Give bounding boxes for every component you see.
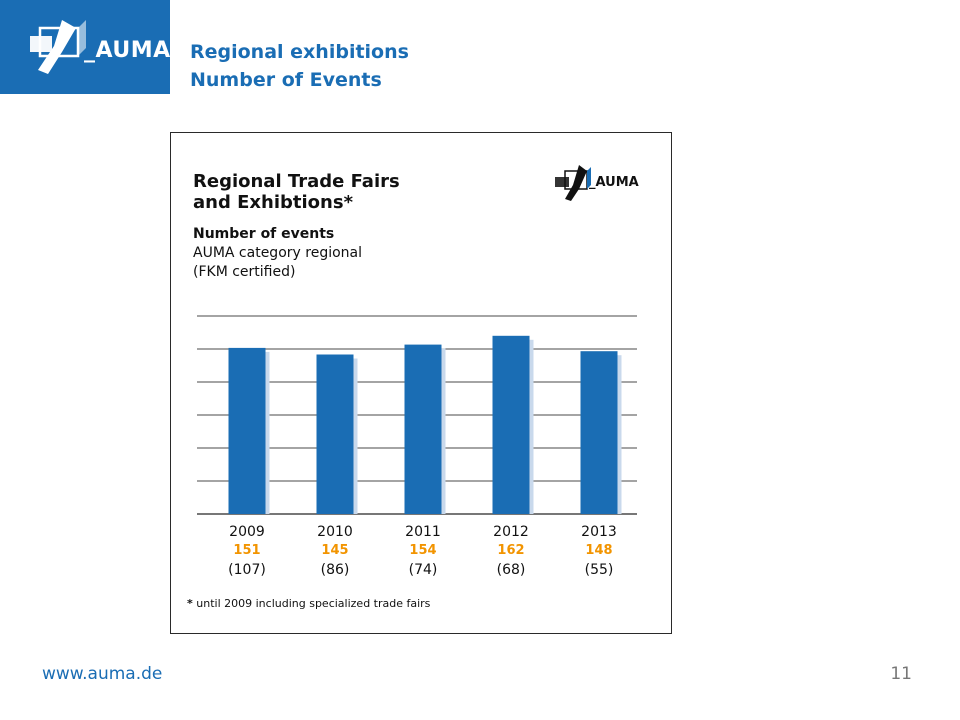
value-label: 162 — [497, 543, 524, 558]
secondary-label: (86) — [321, 562, 350, 578]
slide-title: Regional exhibitions Number of Events — [190, 38, 409, 94]
chart-subtitle-bold: Number of events — [193, 226, 335, 242]
secondary-label: (74) — [409, 562, 438, 578]
secondary-label: (107) — [228, 562, 266, 578]
chart-subtitle: Number of events AUMA category regional … — [193, 225, 362, 282]
value-label: 145 — [321, 543, 348, 558]
chart-title: Regional Trade Fairs and Exhibtions* — [193, 171, 400, 213]
auma-logo-icon — [30, 20, 86, 74]
value-label: 148 — [585, 543, 612, 558]
bar-2012 — [492, 335, 530, 514]
page-number: 11 — [890, 664, 912, 684]
chart-footnote: * until 2009 including specialized trade… — [187, 597, 430, 610]
footer-url[interactable]: www.auma.de — [42, 664, 163, 684]
bar-2013 — [580, 351, 618, 514]
chart-subtitle-line3: (FKM certified) — [193, 264, 296, 280]
bar-chart: 2009 151 (107) 2010 145 (86) 2011 154 (74) 2012 16… — [197, 315, 637, 578]
value-label: 154 — [409, 543, 436, 558]
footnote-text: until 2009 including specialized trade f… — [192, 597, 431, 610]
chart-subtitle-line2: AUMA category regional — [193, 245, 362, 261]
slide-title-line2: Number of Events — [190, 69, 382, 91]
bar-2009 — [228, 347, 266, 514]
bar-2011 — [404, 344, 442, 514]
x-tick-label: 2012 — [493, 524, 529, 540]
chart-title-line1: Regional Trade Fairs — [193, 171, 400, 192]
chart-title-line2: and Exhibtions — [193, 192, 344, 213]
secondary-label: (55) — [585, 562, 614, 578]
chart-logo-text: _AUMA — [589, 175, 639, 190]
x-tick-label: 2013 — [581, 524, 617, 540]
chart-logo: _AUMA — [553, 163, 653, 207]
x-tick-label: 2009 — [229, 524, 265, 540]
x-tick-label: 2010 — [317, 524, 353, 540]
value-label: 151 — [233, 543, 260, 558]
header-logo-text: _AUMA — [84, 38, 171, 63]
bar-2010 — [316, 354, 354, 514]
secondary-label: (68) — [497, 562, 526, 578]
footnote-mark: * — [187, 597, 193, 610]
x-tick-label: 2011 — [405, 524, 441, 540]
header-logo: _AUMA — [0, 0, 170, 94]
chart-card: 2009 151 (107) 2010 145 (86) 2011 154 (74) 2012 16… — [170, 132, 672, 634]
chart-title-mark: * — [343, 192, 353, 213]
slide-title-line1: Regional exhibitions — [190, 41, 409, 63]
auma-logo-icon — [555, 165, 591, 201]
